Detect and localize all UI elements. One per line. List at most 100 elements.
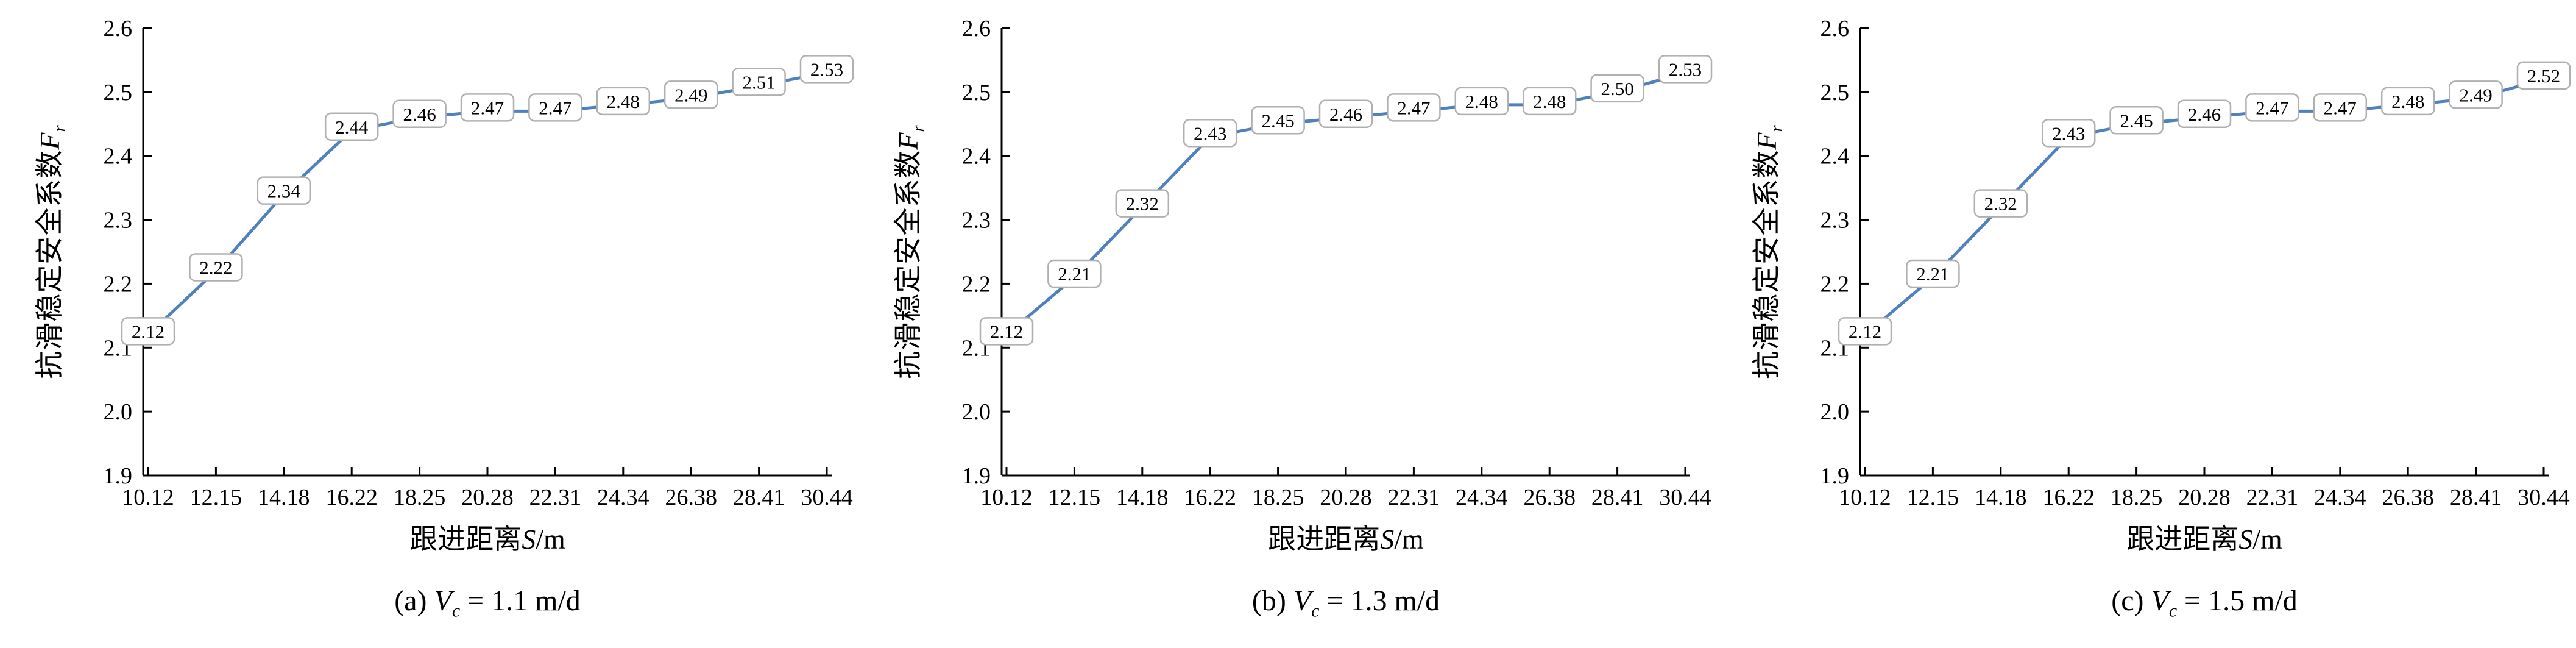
svg-text:2.3: 2.3 <box>962 208 991 233</box>
subplot-b: 抗滑稳定安全系数Fr 1.9 2.0 2.1 2.2 2.3 2.4 2.5 2.6 10.12… <box>858 0 1717 648</box>
svg-text:20.28: 20.28 <box>1320 485 1372 510</box>
svg-text:2.48: 2.48 <box>2391 91 2424 112</box>
svg-text:14.18: 14.18 <box>1116 485 1169 510</box>
caption-var: V <box>1293 585 1312 617</box>
x-axis-title-text: 跟进距离 <box>1268 524 1381 555</box>
svg-text:16.22: 16.22 <box>1184 485 1236 510</box>
svg-text:28.41: 28.41 <box>1591 485 1644 510</box>
svg-text:2.49: 2.49 <box>674 84 707 105</box>
svg-text:2.48: 2.48 <box>1533 91 1566 112</box>
svg-text:2.2: 2.2 <box>104 271 133 297</box>
svg-text:2.0: 2.0 <box>962 399 991 425</box>
x-axis-title-unit: /m <box>536 524 565 555</box>
line-chart-a: 1.92.02.12.22.32.42.52.610.12 12.15 14.18 1… <box>104 16 854 510</box>
svg-text:2.32: 2.32 <box>1984 193 2017 215</box>
svg-text:2.46: 2.46 <box>403 104 436 125</box>
svg-text:2.2: 2.2 <box>962 271 991 297</box>
svg-text:16.22: 16.22 <box>2042 485 2095 510</box>
svg-text:14.18: 14.18 <box>1975 485 2027 510</box>
subplot-c: 抗滑稳定安全系数Fr 1.9 2.0 2.1 2.2 2.3 2.4 2.5 2.6 10.12… <box>1717 0 2575 648</box>
svg-text:2.44: 2.44 <box>335 116 369 138</box>
svg-text:2.47: 2.47 <box>539 97 571 118</box>
svg-text:2.46: 2.46 <box>1329 104 1362 125</box>
svg-text:2.5: 2.5 <box>104 80 133 105</box>
caption-sub: c <box>1311 600 1320 621</box>
svg-text:30.44: 30.44 <box>1659 485 1711 510</box>
svg-text:2.3: 2.3 <box>1821 208 1850 233</box>
svg-text:2.45: 2.45 <box>2120 110 2153 131</box>
y-tick-labels: 1.92.02.12.22.32.42.52.6 <box>962 16 991 489</box>
svg-text:28.41: 28.41 <box>733 485 785 510</box>
svg-text:2.12: 2.12 <box>1849 321 1881 342</box>
svg-text:30.44: 30.44 <box>801 485 853 510</box>
svg-text:2.49: 2.49 <box>2459 84 2492 105</box>
caption-index: (a) <box>394 585 434 617</box>
axes <box>1859 27 2549 477</box>
svg-text:18.25: 18.25 <box>394 485 446 510</box>
x-axis-title-var: S <box>1380 524 1395 555</box>
axes <box>1000 27 1690 477</box>
point-labels: 2.12 2.21 2.32 2.43 2.45 2.46 2.47 2.47 2.48 2.49… <box>1838 61 2571 346</box>
svg-text:30.44: 30.44 <box>2518 485 2570 510</box>
svg-text:22.31: 22.31 <box>2246 485 2299 510</box>
svg-text:2.53: 2.53 <box>810 59 843 80</box>
x-axis-title-unit: /m <box>2252 524 2282 555</box>
caption-index: (b) <box>1251 585 1293 617</box>
svg-text:2.34: 2.34 <box>267 180 301 202</box>
svg-text:2.4: 2.4 <box>104 144 133 169</box>
svg-text:1.9: 1.9 <box>104 463 133 489</box>
svg-text:10.12: 10.12 <box>980 485 1033 510</box>
caption-sub: c <box>451 600 461 621</box>
svg-text:2.48: 2.48 <box>607 91 640 112</box>
svg-text:24.34: 24.34 <box>597 485 649 510</box>
svg-text:2.4: 2.4 <box>962 144 991 169</box>
x-axis-title-text: 跟进距离 <box>2126 524 2239 555</box>
point-labels: 2.12 2.22 2.34 2.44 2.46 2.47 2.47 2.48 2.49 2.51… <box>121 55 854 346</box>
svg-text:2.12: 2.12 <box>132 321 165 342</box>
svg-text:22.31: 22.31 <box>1388 485 1440 510</box>
svg-text:26.38: 26.38 <box>665 485 717 510</box>
svg-text:10.12: 10.12 <box>1839 485 1891 510</box>
svg-text:12.15: 12.15 <box>190 485 242 510</box>
svg-text:22.31: 22.31 <box>529 485 582 510</box>
svg-text:2.6: 2.6 <box>104 16 133 41</box>
x-axis-title-unit: /m <box>1394 524 1424 555</box>
svg-text:24.34: 24.34 <box>2314 485 2366 510</box>
svg-text:2.52: 2.52 <box>2527 65 2560 87</box>
svg-text:26.38: 26.38 <box>2382 485 2434 510</box>
svg-text:2.47: 2.47 <box>471 97 504 118</box>
svg-text:2.0: 2.0 <box>104 399 133 425</box>
subplot-caption-b: (b) Vc = 1.3 m/d <box>1251 584 1440 621</box>
svg-text:2.43: 2.43 <box>1194 123 1226 144</box>
x-tick-labels: 10.12 12.15 14.18 16.22 18.25 20.28 22.31 24.34… <box>1839 485 2570 510</box>
svg-text:10.12: 10.12 <box>122 485 174 510</box>
svg-text:16.22: 16.22 <box>325 485 378 510</box>
x-axis-title-var: S <box>522 524 536 555</box>
svg-text:18.25: 18.25 <box>1252 485 1304 510</box>
svg-text:12.15: 12.15 <box>1907 485 1959 510</box>
svg-text:2.6: 2.6 <box>962 16 991 41</box>
x-axis-title: 跟进距离S/m <box>409 517 565 557</box>
svg-text:24.34: 24.34 <box>1456 485 1508 510</box>
svg-text:26.38: 26.38 <box>1523 485 1576 510</box>
svg-text:2.0: 2.0 <box>1821 399 1850 425</box>
svg-text:2.21: 2.21 <box>1058 263 1091 285</box>
svg-text:20.28: 20.28 <box>461 485 514 510</box>
svg-text:18.25: 18.25 <box>2111 485 2163 510</box>
subplot-a: 抗滑稳定安全系数Fr 1.9 2.0 2.1 2.2 2.3 2.4 2.5 2.6 10.12… <box>0 0 858 648</box>
point-labels: 2.12 2.21 2.32 2.43 2.45 2.46 2.47 2.48 2.48 2.50… <box>979 55 1713 346</box>
svg-text:2.50: 2.50 <box>1601 78 1633 99</box>
caption-value: = 1.1 m/d <box>460 585 581 617</box>
svg-text:2.21: 2.21 <box>1916 263 1949 285</box>
svg-text:14.18: 14.18 <box>258 485 310 510</box>
line-chart-c: 1.92.02.12.22.32.42.52.610.12 12.15 14.18 1… <box>1821 16 2571 510</box>
svg-text:2.46: 2.46 <box>2188 104 2221 125</box>
svg-text:2.2: 2.2 <box>1821 271 1850 297</box>
svg-text:2.32: 2.32 <box>1126 193 1159 215</box>
caption-var: V <box>2151 585 2169 617</box>
caption-value: = 1.5 m/d <box>2177 585 2298 617</box>
svg-text:20.28: 20.28 <box>2178 485 2231 510</box>
svg-text:2.4: 2.4 <box>1821 144 1850 169</box>
svg-text:12.15: 12.15 <box>1049 485 1101 510</box>
